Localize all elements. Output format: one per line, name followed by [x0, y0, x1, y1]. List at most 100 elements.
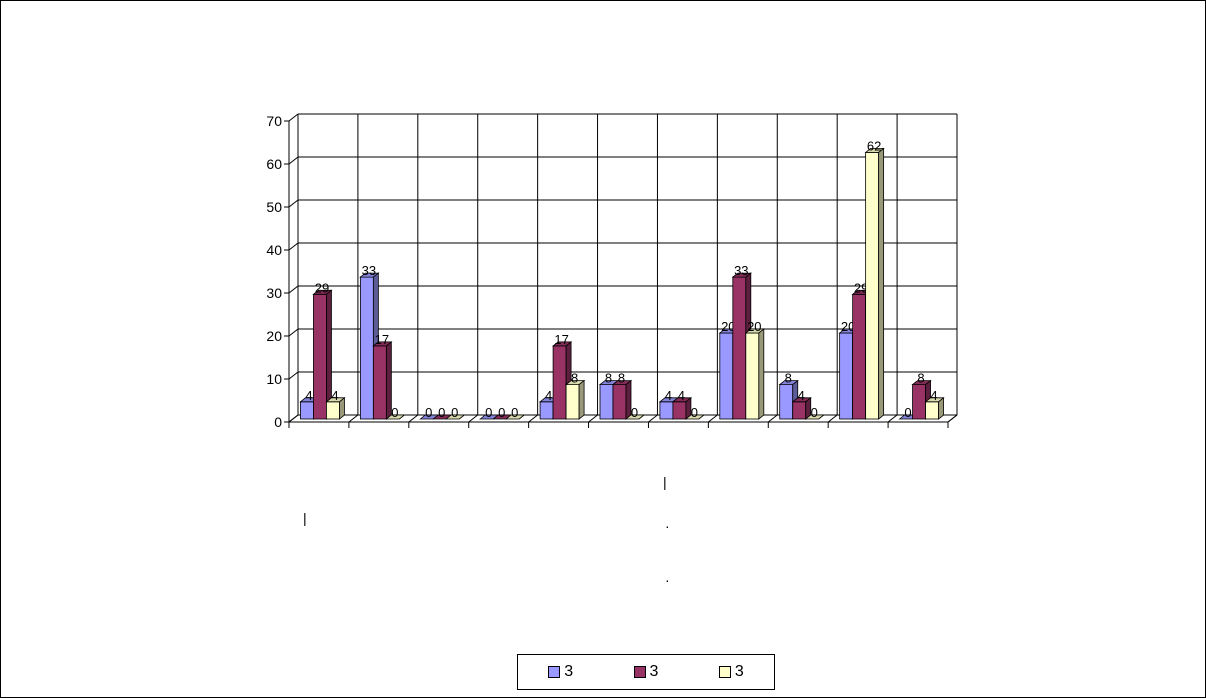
- data-label: 8: [618, 371, 625, 386]
- floor-line: [528, 414, 538, 423]
- floor-line: [708, 414, 718, 423]
- data-label: 33: [734, 263, 748, 278]
- data-label: 4: [545, 388, 552, 403]
- data-label: 4: [665, 388, 672, 403]
- y-tick-label: 40: [266, 242, 282, 258]
- data-label: 20: [721, 319, 735, 334]
- bar: [745, 332, 760, 420]
- data-label: 33: [362, 263, 376, 278]
- bar: [539, 401, 554, 420]
- bar-side: [459, 414, 465, 420]
- y-tick-label: 10: [266, 371, 282, 387]
- data-label: 29: [315, 280, 329, 295]
- bar: [912, 384, 926, 420]
- bar: [565, 384, 580, 420]
- bar-side: [938, 396, 944, 420]
- bar: [612, 384, 627, 420]
- data-label: 8: [785, 371, 792, 386]
- data-label: 8: [917, 371, 924, 386]
- data-label: 4: [678, 388, 685, 403]
- data-label: 4: [305, 388, 312, 403]
- data-label: 17: [554, 332, 568, 347]
- gridline-side: [288, 328, 299, 337]
- bar: [300, 401, 314, 420]
- y-tick-label: 70: [266, 113, 282, 129]
- stray-mark: |: [663, 474, 667, 490]
- floor-line: [288, 414, 299, 423]
- gridline-side: [288, 156, 299, 165]
- legend: 3 3 3: [517, 654, 775, 690]
- stray-mark: ·: [665, 518, 670, 534]
- bar-side: [518, 414, 525, 420]
- stray-mark: |: [303, 510, 307, 526]
- data-label: 20: [747, 319, 761, 334]
- gridline-side: [288, 371, 299, 380]
- data-label: 4: [331, 388, 338, 403]
- bar-side: [698, 414, 705, 420]
- bar: [865, 151, 880, 420]
- y-tick-label: 20: [266, 328, 282, 344]
- gridline-side: [288, 199, 299, 208]
- gridline-side: [288, 285, 299, 294]
- legend-label-3: 3: [734, 663, 744, 680]
- data-label: 0: [904, 405, 911, 420]
- bar-side: [818, 414, 824, 420]
- y-tick-label: 0: [274, 414, 282, 430]
- floor-line: [588, 414, 598, 423]
- data-label: 0: [438, 405, 445, 420]
- data-label: 62: [867, 138, 881, 153]
- floor-line: [648, 414, 658, 423]
- bar: [719, 332, 734, 420]
- data-label: 17: [375, 332, 389, 347]
- floor-line: [887, 414, 898, 423]
- data-label: 4: [798, 388, 805, 403]
- legend-swatch-1: [548, 666, 561, 678]
- data-label: 8: [571, 371, 578, 386]
- bar: [852, 293, 867, 420]
- gridline-side: [288, 113, 299, 122]
- stray-mark: ·: [665, 572, 670, 588]
- bar-side: [878, 147, 885, 420]
- bar: [792, 401, 807, 420]
- bar-side: [638, 414, 645, 420]
- floor-line: [827, 414, 838, 423]
- y-tick-label: 50: [266, 199, 282, 215]
- floor-edge: [947, 414, 958, 423]
- bar: [839, 332, 854, 420]
- y-tick-label: 30: [266, 285, 282, 301]
- floor-line: [767, 414, 778, 423]
- data-label: 0: [691, 405, 698, 420]
- bar: [552, 345, 567, 420]
- bar: [672, 401, 687, 420]
- legend-swatch-2: [633, 666, 646, 678]
- legend-item-1: 3: [548, 663, 573, 681]
- bar-side: [399, 414, 405, 420]
- floor-line: [408, 414, 419, 423]
- legend-item-2: 3: [633, 663, 659, 681]
- data-label: 0: [485, 405, 492, 420]
- bar-side: [578, 379, 585, 420]
- data-label: 0: [631, 405, 638, 420]
- bar: [599, 384, 614, 420]
- legend-label-2: 3: [649, 663, 659, 680]
- bar: [659, 401, 674, 420]
- gridline-side: [288, 242, 299, 251]
- bar: [326, 401, 340, 420]
- data-label: 0: [451, 405, 458, 420]
- data-label: 0: [811, 405, 818, 420]
- data-label: 29: [854, 280, 868, 295]
- data-label: 0: [391, 405, 398, 420]
- data-label: 20: [841, 319, 855, 334]
- floor-line: [348, 414, 359, 423]
- bar: [779, 384, 794, 420]
- bar-side: [758, 328, 765, 420]
- legend-swatch-3: [718, 666, 731, 678]
- data-label: 0: [425, 405, 432, 420]
- data-label: 4: [930, 388, 937, 403]
- bar: [732, 276, 747, 420]
- bar: [313, 293, 327, 420]
- bar: [372, 345, 387, 420]
- floor-line: [468, 414, 479, 423]
